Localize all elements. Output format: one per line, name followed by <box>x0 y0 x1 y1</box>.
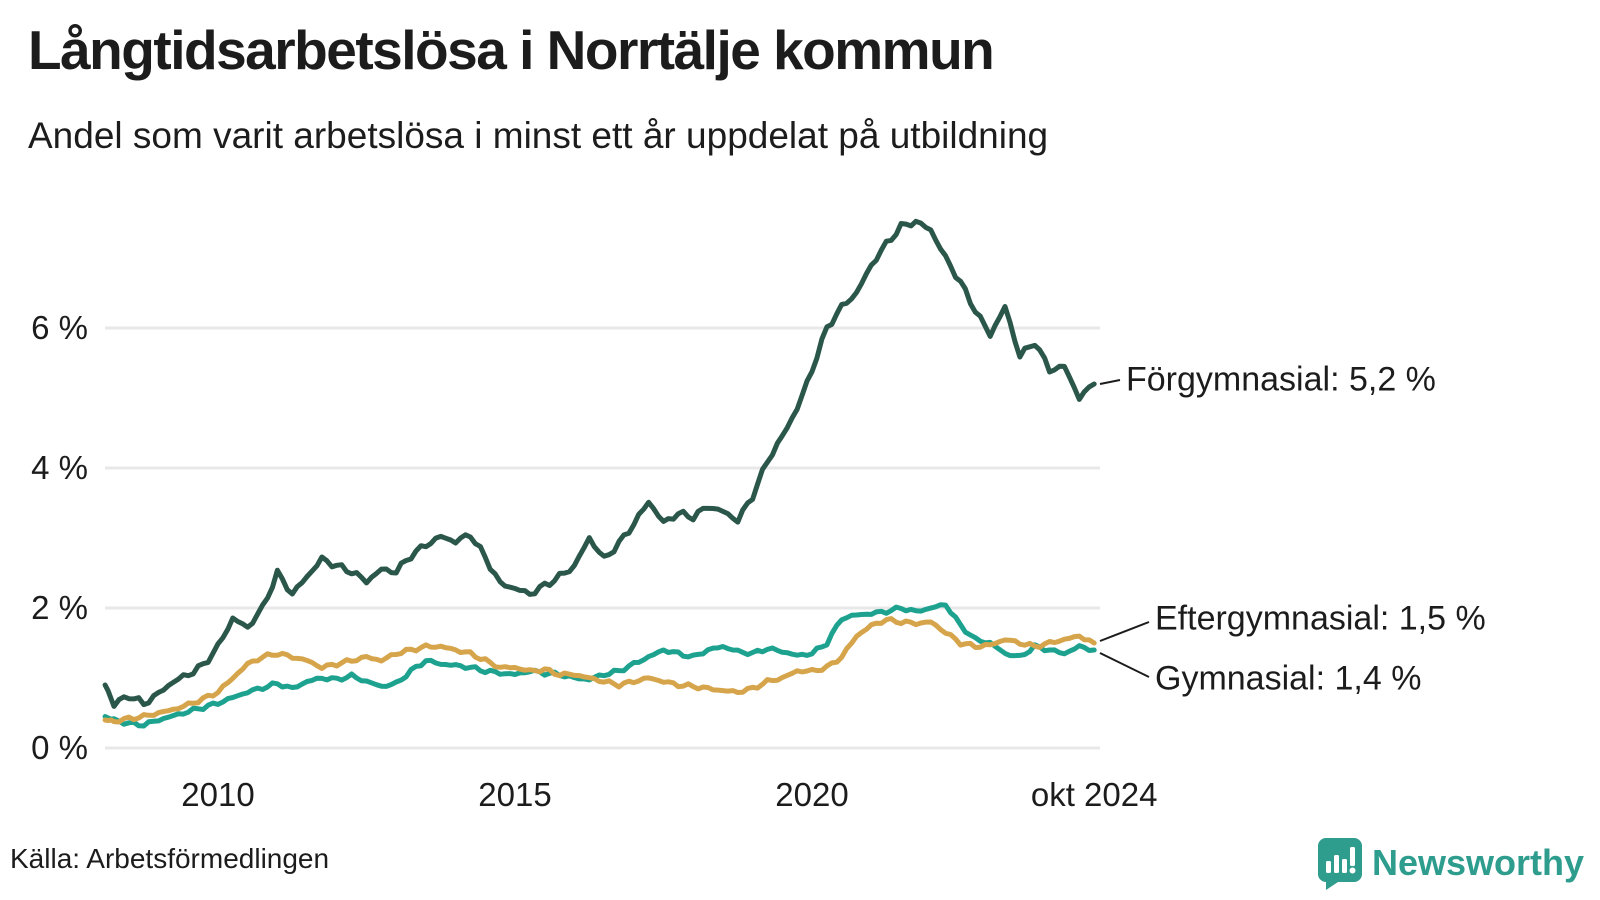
x-axis-tick: 2010 <box>181 776 255 813</box>
x-axis-tick: okt 2024 <box>1030 776 1158 813</box>
series-label-eftergymnasial: Eftergymnasial: 1,5 % <box>1155 599 1486 638</box>
series-label-gymnasial: Gymnasial: 1,4 % <box>1155 659 1422 698</box>
page-subtitle: Andel som varit arbetslösa i minst ett å… <box>28 115 1049 156</box>
page-title: Långtidsarbetslösa i Norrtälje kommun <box>28 19 995 81</box>
newsworthy-logo-text: Newsworthy <box>1371 842 1584 883</box>
newsworthy-logo-icon <box>1317 838 1362 890</box>
y-axis-tick: 0 % <box>31 729 88 766</box>
x-axis-tick: 2020 <box>775 776 849 813</box>
series-label-forgymnasial: Förgymnasial: 5,2 % <box>1126 360 1436 399</box>
x-axis-tick: 2015 <box>478 776 552 813</box>
y-axis-tick: 6 % <box>31 309 88 346</box>
y-axis-tick: 4 % <box>31 449 88 486</box>
y-axis-tick: 2 % <box>31 589 88 626</box>
newsworthy-logo: Newsworthy <box>1316 836 1584 890</box>
source-note: Källa: Arbetsförmedlingen <box>10 843 330 874</box>
